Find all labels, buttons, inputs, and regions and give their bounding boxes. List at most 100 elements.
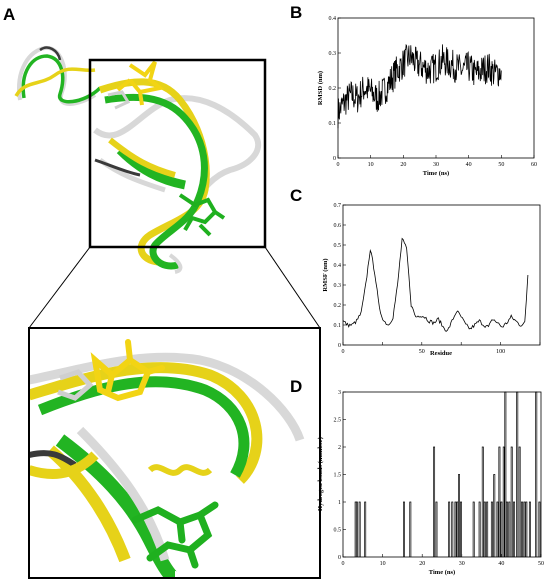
hbond-bar: [523, 501, 526, 557]
hbond-bar: [525, 501, 528, 557]
zoom-connector-right: [264, 246, 321, 329]
y-tick-label: 0.6: [334, 223, 342, 229]
ribbon-tail-white: [168, 253, 183, 274]
y-tick-label: 0.2: [334, 303, 342, 309]
x-tick-label: 50: [498, 162, 504, 168]
x-tick-label: 10: [380, 561, 386, 567]
zoom-ribbon-white-2: [76, 426, 170, 562]
x-tick-label: 0: [342, 561, 345, 567]
panel-letter-a: A: [3, 5, 16, 24]
ligand-white: [107, 90, 131, 110]
x-tick-label: 0: [337, 162, 340, 168]
x-tick-label: 40: [498, 561, 504, 567]
hbond-bar: [513, 501, 516, 557]
y-tick-label: 1.5: [334, 473, 342, 479]
y-tick-label: 0.1: [334, 323, 342, 329]
ribbon-loop-dark: [39, 46, 62, 61]
chart-b-ylabel: RMSD (nm): [317, 71, 324, 105]
hbond-bar: [493, 474, 496, 557]
y-tick-label: 2.5: [334, 418, 342, 424]
chart-b-ticks: 0 10 20 30 40 50 60 0 0.1 0.2 0.3 0.4: [329, 16, 538, 168]
hbond-bar: [500, 501, 503, 557]
hbond-bar: [435, 501, 438, 557]
hbond-bar: [521, 501, 523, 557]
ribbon-body-green: [104, 93, 208, 270]
hbond-bar: [481, 446, 484, 557]
hbond-bar: [460, 501, 462, 557]
hbond-bar: [472, 501, 475, 557]
chart-b: 0 10 20 30 40 50 60 0 0.1 0.2 0.3 0.4 Time (ns) RMS…: [317, 16, 537, 177]
zoom-ribbon-yellow-3: [30, 451, 99, 479]
ribbon-loop-white: [17, 45, 97, 106]
hbond-bar: [456, 501, 459, 557]
ribbon-loop-green: [21, 54, 102, 104]
hbond-bar: [451, 501, 454, 557]
x-tick-label: 30: [459, 561, 465, 567]
y-tick-label: 2: [338, 445, 341, 451]
x-tick-label: 20: [419, 561, 425, 567]
y-tick-label: 0.5: [334, 243, 342, 249]
hbond-bar: [498, 446, 501, 557]
x-tick-label: 40: [466, 162, 472, 168]
y-tick-label: 0.3: [329, 51, 337, 57]
chart-b-series-line: [337, 43, 502, 129]
hbond-bar: [518, 446, 521, 557]
hbond-bar: [535, 391, 538, 557]
x-tick-label: 30: [433, 162, 439, 168]
zoom-ribbon-green-1: [37, 376, 250, 478]
y-tick-label: 0: [338, 555, 341, 561]
protein-overview: [14, 45, 262, 274]
zoom-ligand-green: [131, 501, 219, 569]
chart-c-frame: [342, 204, 541, 346]
hbond-bar: [490, 501, 493, 557]
hbond-bar: [496, 501, 499, 557]
hbond-bar: [502, 446, 505, 557]
chart-c-ticks: 0 50 100 0 0.1 0.2 0.3 0.4 0.5 0.6 0.7: [334, 203, 541, 355]
zoom-ribbon-dark: [30, 450, 77, 468]
chart-c: 0 50 100 0 0.1 0.2 0.3 0.4 0.5 0.6 0.7 Residue RMS…: [322, 203, 541, 357]
y-tick-label: 0.2: [329, 86, 337, 92]
hbond-bar: [403, 501, 405, 557]
chart-d: 0 10 20 30 40 50 0 0.5 1 1.5 2 2.5 3 Time (ns) Hydro…: [317, 390, 544, 576]
chart-c-xlabel: Residue: [430, 350, 452, 357]
y-tick-label: 0: [333, 156, 336, 162]
chart-d-bars: [354, 391, 541, 557]
hbond-bar: [510, 446, 513, 557]
x-tick-label: 20: [400, 162, 406, 168]
zoom-ligand-white: [57, 369, 94, 401]
hbond-bar: [454, 501, 457, 557]
ribbon-dark: [94, 158, 141, 177]
hbond-bar: [486, 501, 489, 557]
hbond-bar: [516, 391, 519, 557]
y-tick-label: 0.1: [329, 121, 337, 127]
zoom-helix: [147, 464, 213, 476]
zoom-box: [88, 58, 267, 249]
ligand-yellow: [116, 60, 165, 106]
zoom-ribbon-white: [30, 352, 305, 442]
hbond-bar: [358, 501, 361, 557]
hbond-bar: [448, 501, 451, 557]
panel-letter-d: D: [290, 377, 303, 396]
protein-zoom: [30, 339, 305, 577]
chart-d-xlabel: Time (ns): [429, 569, 455, 576]
y-tick-label: 0: [338, 343, 341, 349]
x-tick-label: 60: [531, 162, 537, 168]
ribbon-sheet-yellow: [108, 137, 176, 178]
x-tick-label: 0: [342, 349, 345, 355]
y-tick-label: 3: [338, 390, 341, 396]
zoom-ribbon-yellow-2: [46, 445, 131, 563]
y-tick-label: 0.3: [334, 283, 342, 289]
hbond-bar: [508, 501, 511, 557]
y-tick-label: 0.7: [334, 203, 342, 209]
hbond-bar: [458, 474, 460, 557]
panel-letter-c: C: [290, 186, 303, 205]
y-tick-label: 0.4: [334, 263, 342, 269]
panel-letter-b: B: [290, 3, 303, 22]
x-tick-label: 10: [368, 162, 374, 168]
x-tick-label: 50: [419, 349, 425, 355]
chart-d-ylabel: Hydrogen bonds (number): [317, 437, 324, 511]
x-tick-label: 50: [538, 561, 544, 567]
y-tick-label: 0.5: [334, 528, 342, 534]
ribbon-body-white: [93, 95, 262, 207]
